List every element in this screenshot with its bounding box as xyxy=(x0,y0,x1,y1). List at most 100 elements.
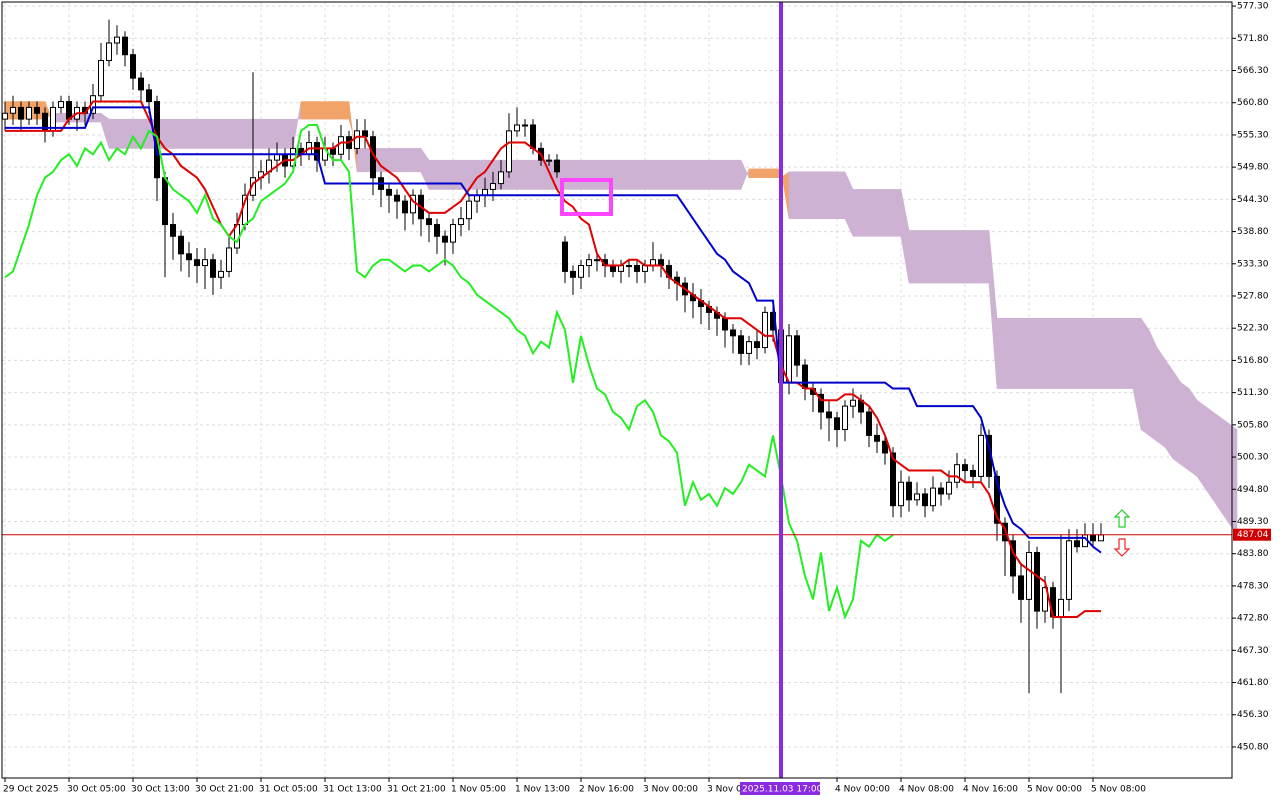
cloud-segment xyxy=(324,101,334,120)
candle-body xyxy=(450,224,456,243)
candle-body xyxy=(514,124,520,132)
candle-body xyxy=(354,130,360,149)
candle-body xyxy=(218,270,224,278)
cloud-segment xyxy=(300,101,310,120)
candle-body xyxy=(1018,575,1024,600)
x-tick-label: 4 Nov 16:00 xyxy=(963,785,1018,795)
y-tick-label: 467.30 xyxy=(1237,646,1269,656)
x-tick-label: 5 Nov 00:00 xyxy=(1027,785,1082,795)
y-tick-label: 472.80 xyxy=(1237,614,1269,624)
cloud-segment xyxy=(924,230,934,284)
cloud-segment xyxy=(812,171,822,219)
cloud-segment xyxy=(796,171,806,219)
cloud-segment xyxy=(1100,317,1110,389)
cloud-segment xyxy=(276,118,286,149)
y-tick-label: 527.80 xyxy=(1237,292,1269,302)
cloud-segment xyxy=(436,159,446,190)
candle-body xyxy=(66,101,72,120)
y-tick-label: 505.80 xyxy=(1237,420,1269,430)
candle-body xyxy=(634,265,640,272)
cloud-segment xyxy=(1020,317,1030,389)
cloud-segment xyxy=(724,159,734,190)
x-tick-label: 30 Oct 13:00 xyxy=(131,785,190,795)
candle-body xyxy=(914,493,920,501)
candle-body xyxy=(434,224,440,237)
candle-body xyxy=(250,177,256,196)
cloud-segment xyxy=(716,159,726,190)
cloud-segment xyxy=(340,101,350,120)
cloud-segment xyxy=(588,159,598,190)
cloud-segment xyxy=(404,148,414,173)
cloud-segment xyxy=(532,159,542,190)
y-tick-label: 456.30 xyxy=(1237,710,1269,720)
cloud-segment xyxy=(964,230,974,284)
cloud-segment xyxy=(1156,346,1166,448)
cloud-segment xyxy=(892,189,902,237)
cloud-segment xyxy=(652,159,662,190)
cloud-segment xyxy=(236,118,246,149)
cloud-segment xyxy=(572,159,582,190)
x-tick-label: 1 Nov 05:00 xyxy=(451,785,506,795)
cloud-segment xyxy=(980,230,990,284)
cloud-segment xyxy=(932,230,942,284)
cloud-segment xyxy=(636,159,646,190)
candle-body xyxy=(442,235,448,243)
y-tick-label: 533.30 xyxy=(1237,259,1269,269)
x-tick-label: 31 Oct 05:00 xyxy=(259,785,318,795)
candle-body xyxy=(970,470,976,477)
candle-body xyxy=(762,311,768,349)
candle-body xyxy=(426,218,432,226)
cloud-segment xyxy=(940,230,950,284)
x-tick-label: 4 Nov 08:00 xyxy=(899,785,954,795)
x-tick-label: 30 Oct 05:00 xyxy=(67,785,126,795)
candle-body xyxy=(122,36,128,56)
candle-body xyxy=(850,399,856,407)
y-tick-label: 538.80 xyxy=(1237,227,1269,237)
y-tick-label: 549.80 xyxy=(1237,163,1269,173)
candle-body xyxy=(626,265,632,268)
cloud-segment xyxy=(220,118,230,149)
cloud-segment xyxy=(252,118,262,149)
cloud-segment xyxy=(396,148,406,173)
cloud-segment xyxy=(628,159,638,190)
up-arrow xyxy=(1113,509,1131,528)
candle-body xyxy=(466,200,472,220)
candle-body xyxy=(546,159,552,162)
candle-body xyxy=(906,481,912,501)
cloud-segment xyxy=(116,118,126,149)
candle-body xyxy=(954,464,960,483)
y-tick-label: 577.30 xyxy=(1237,2,1269,12)
y-tick-label: 544.30 xyxy=(1237,195,1269,205)
cloud-segment xyxy=(668,159,678,190)
candle-body xyxy=(842,405,848,431)
candle-body xyxy=(754,341,760,349)
candle-body xyxy=(802,364,808,390)
candle-body xyxy=(1074,540,1080,548)
candle-body xyxy=(978,434,984,477)
highlight-box xyxy=(560,178,613,216)
cloud-segment xyxy=(188,118,198,149)
cloud-segment xyxy=(428,159,438,190)
candle-body xyxy=(786,335,792,384)
candle-body xyxy=(994,475,1000,524)
cloud-segment xyxy=(1036,317,1046,389)
x-tick-label: 4 Nov 00:00 xyxy=(835,785,890,795)
y-tick-label: 555.30 xyxy=(1237,130,1269,140)
candle-body xyxy=(874,434,880,442)
cloud-segment xyxy=(852,189,862,237)
candle-body xyxy=(962,464,968,472)
candle-body xyxy=(834,417,840,431)
cloud-segment xyxy=(268,118,278,149)
indicator-line xyxy=(5,100,1101,618)
cloud-segment xyxy=(356,148,366,173)
cloud-segment xyxy=(836,171,846,219)
y-tick-label: 571.80 xyxy=(1237,34,1269,44)
cloud-segment xyxy=(1204,405,1214,501)
cloud-segment xyxy=(1028,317,1038,389)
candle-body xyxy=(794,335,800,366)
candle-body xyxy=(522,124,528,127)
cloud-segment xyxy=(620,159,630,190)
cloud-segment xyxy=(212,118,222,149)
